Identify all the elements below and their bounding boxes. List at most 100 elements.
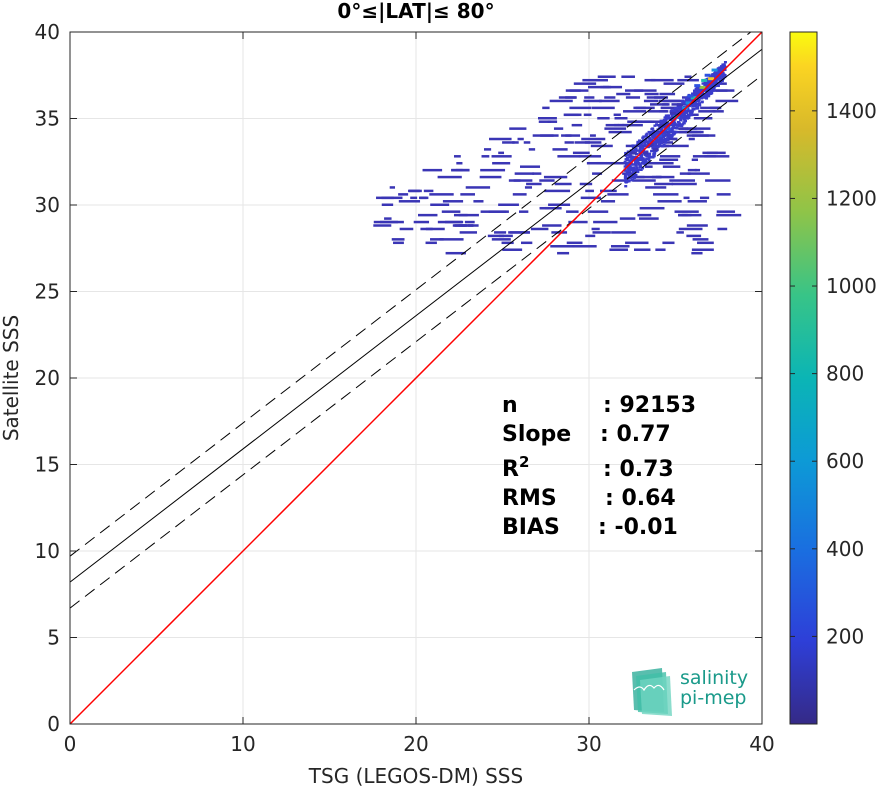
scatter-point — [712, 89, 716, 92]
scatter-point — [692, 108, 696, 111]
scatter-point — [700, 87, 704, 91]
colorbar-tick-label: 1000 — [826, 274, 877, 298]
scatter-streak — [547, 120, 558, 123]
scatter-streak — [623, 110, 647, 113]
y-tick-label: 10 — [35, 539, 60, 563]
scatter-point — [643, 143, 647, 146]
scatter-point — [625, 170, 629, 173]
scatter-streak — [480, 210, 507, 213]
scatter-streak — [705, 179, 731, 182]
scatter-point — [627, 153, 631, 156]
scatter-streak — [596, 161, 607, 165]
scatter-streak — [554, 182, 572, 186]
scatter-streak — [454, 224, 468, 227]
scatter-point — [705, 91, 709, 95]
scatter-streak — [662, 241, 675, 245]
scatter-streak — [653, 161, 674, 165]
density-point — [701, 78, 708, 82]
scatter-point — [722, 63, 726, 66]
scatter-streak — [625, 241, 649, 245]
scatter-streak — [519, 165, 541, 168]
y-tick-label: 20 — [35, 366, 60, 390]
scatter-point — [631, 170, 635, 174]
scatter-point — [632, 155, 636, 159]
scatter-streak — [418, 196, 429, 200]
scatter-point — [689, 103, 693, 106]
scatter-streak — [697, 241, 714, 245]
scatter-point — [716, 84, 720, 87]
scatter-streak — [553, 127, 564, 130]
scatter-point — [647, 130, 651, 134]
scatter-streak — [380, 220, 404, 224]
scatter-point — [675, 108, 679, 111]
scatter-point — [644, 158, 648, 162]
scatter-streak — [698, 110, 716, 113]
scatter-streak — [655, 248, 666, 251]
scatter-point — [686, 115, 690, 119]
scatter-streak — [677, 213, 692, 217]
scatter-point — [694, 107, 698, 110]
scatter-streak — [587, 210, 609, 213]
scatter-point — [679, 118, 683, 121]
scatter-streak — [593, 220, 618, 224]
scatter-streak — [621, 75, 635, 78]
density-point — [699, 85, 706, 89]
scatter-streak — [517, 137, 524, 141]
scatter-point — [691, 105, 695, 108]
scatter-streak — [498, 234, 513, 238]
scatter-streak — [597, 75, 616, 78]
y-axis-label: Satellite SSS — [0, 315, 23, 441]
scatter-streak — [548, 203, 569, 206]
scatter-streak — [639, 206, 665, 210]
scatter-point — [681, 123, 685, 126]
scatter-streak — [542, 224, 562, 227]
scatter-point — [669, 118, 673, 122]
scatter-point — [635, 149, 639, 152]
y-tick-label: 5 — [47, 626, 60, 650]
scatter-point — [685, 96, 689, 100]
scatter-point — [629, 166, 633, 170]
scatter-streak — [480, 168, 506, 172]
colorbar-tick-label: 200 — [826, 624, 864, 648]
scatter-point — [641, 159, 645, 162]
scatter-point — [701, 82, 705, 85]
scatter-streak — [584, 96, 595, 99]
density-point — [664, 127, 671, 131]
scatter-streak — [637, 213, 652, 217]
scatter-point — [632, 166, 636, 169]
scatter-point — [723, 75, 727, 79]
scatter-point — [667, 134, 671, 138]
scatter-streak — [561, 134, 572, 137]
scatter-point — [664, 126, 668, 129]
density-point — [670, 111, 677, 115]
scatter-streak — [572, 245, 597, 248]
scatter-point — [675, 127, 679, 130]
scatter-streak — [609, 248, 625, 251]
scatter-point — [713, 70, 717, 73]
scatter-point — [630, 178, 634, 182]
scatter-streak — [571, 123, 583, 127]
scatter-point — [629, 155, 633, 159]
scatter-streak — [430, 238, 444, 241]
scatter-point — [647, 157, 651, 160]
scatter-streak — [473, 200, 484, 203]
scatter-streak — [408, 189, 422, 193]
scatter-point — [712, 84, 716, 87]
scatter-point — [656, 132, 660, 135]
scatter-streak — [508, 179, 533, 182]
scatter-points — [373, 61, 742, 255]
scatter-streak — [651, 78, 674, 82]
scatter-streak — [666, 130, 692, 134]
scatter-point — [696, 107, 700, 110]
scatter-point — [636, 140, 640, 144]
scatter-streak — [643, 99, 659, 103]
scatter-streak — [704, 155, 730, 158]
scatter-streak — [592, 231, 611, 234]
scatter-point — [644, 135, 648, 138]
scatter-point — [698, 95, 702, 98]
scatter-point — [658, 136, 662, 140]
scatter-streak — [549, 99, 573, 103]
scatter-point — [663, 132, 667, 135]
scatter-point — [624, 151, 628, 155]
scatter-point — [721, 65, 725, 68]
